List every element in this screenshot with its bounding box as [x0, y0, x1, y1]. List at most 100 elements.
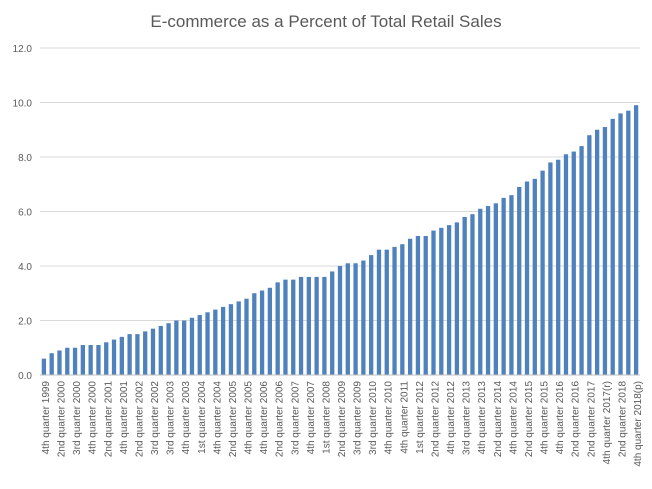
bar	[446, 225, 452, 376]
bar	[485, 206, 491, 375]
bar	[587, 135, 592, 375]
bar	[252, 293, 257, 375]
bar	[80, 345, 85, 375]
bar	[524, 181, 530, 375]
y-tick-label: 0.0	[18, 371, 32, 382]
bar	[610, 118, 615, 375]
bar	[392, 246, 397, 375]
x-tick-label: 2nd quarter 2009	[337, 381, 348, 458]
x-tick-label: 4th quarter 2016	[555, 381, 566, 455]
x-tick-label: 4th quarter 2013	[477, 381, 488, 455]
x-tick-label: 4th quarter 2005	[244, 381, 255, 455]
bar	[540, 170, 545, 376]
x-tick-label: 3rd quarter 2007	[290, 381, 301, 455]
x-tick-label: 2nd quarter 2016	[571, 381, 582, 458]
bar	[57, 350, 62, 375]
bar	[298, 276, 304, 375]
x-tick-label: 2nd quarter 2001	[103, 381, 114, 458]
bar	[556, 159, 561, 375]
bar	[197, 315, 202, 375]
x-tick-label: 2nd quarter 2012	[430, 381, 441, 458]
bar	[283, 279, 288, 376]
x-tick-label: 4th quarter 2012	[446, 381, 457, 455]
x-tick-label: 3rd quarter 2003	[166, 381, 177, 455]
bar	[244, 298, 249, 375]
chart-title: E-commerce as a Percent of Total Retail …	[150, 12, 501, 31]
bar	[236, 301, 241, 375]
bar	[220, 306, 226, 376]
bars	[41, 105, 639, 376]
bar	[111, 339, 117, 375]
bar	[423, 236, 428, 375]
x-tick-label: 3rd quarter 2009	[353, 381, 364, 455]
bar	[143, 331, 148, 375]
x-tick-label: 3rd quarter 2010	[368, 381, 379, 455]
bar	[345, 263, 350, 375]
bar	[509, 195, 514, 375]
x-tick-label: 4th quarter 2000	[88, 381, 99, 455]
bar	[478, 208, 483, 375]
x-tick-label: 4th quarter 1999	[41, 381, 52, 455]
bar	[158, 325, 163, 375]
bar	[439, 227, 444, 375]
bar	[454, 222, 460, 375]
bar	[127, 334, 132, 376]
bar	[104, 342, 109, 375]
bar	[291, 279, 296, 376]
x-tick-label: 2nd quarter 2018	[617, 381, 628, 458]
bar	[431, 230, 436, 375]
gridlines	[40, 47, 640, 321]
bar	[548, 162, 553, 375]
x-tick-label: 4th quarter 2017(r)	[602, 381, 613, 464]
y-tick-label: 8.0	[18, 153, 32, 164]
x-tick-label: 4th quarter 2007	[306, 381, 317, 455]
bar	[314, 276, 319, 375]
x-tick-label: 2nd quarter 2002	[134, 381, 145, 458]
bar	[96, 345, 101, 375]
x-tick-label: 4th quarter 2004	[212, 381, 223, 455]
bar	[571, 151, 576, 375]
x-tick-label: 3rd quarter 2013	[462, 381, 473, 455]
bar	[49, 353, 54, 375]
x-tick-label: 1st quarter 2012	[415, 381, 426, 454]
bar	[119, 336, 124, 375]
bar	[361, 260, 366, 375]
bar	[267, 287, 273, 375]
bar	[353, 263, 358, 375]
bar	[369, 255, 374, 375]
bar	[517, 186, 522, 375]
bar	[602, 127, 608, 375]
bar	[407, 238, 413, 375]
x-tick-label: 4th quarter 2018(p)	[633, 381, 644, 467]
x-tick-label: 4th quarter 2001	[119, 381, 130, 455]
x-tick-label: 2nd quarter 2015	[524, 381, 535, 458]
y-tick-label: 10.0	[13, 99, 33, 110]
y-axis-ticks: 0.0 2.0 4.0 6.0 8.0 10.0 12.0	[13, 44, 33, 382]
y-tick-label: 4.0	[18, 262, 32, 273]
x-tick-label: 3rd quarter 2000	[72, 381, 83, 455]
x-tick-label: 1st quarter 2004	[197, 381, 208, 454]
bar	[322, 276, 327, 375]
x-tick-label: 4th quarter 2014	[508, 381, 519, 455]
bar	[213, 309, 218, 375]
bar	[470, 214, 475, 375]
bar	[182, 320, 187, 375]
bar	[306, 276, 311, 375]
x-tick-label: 2nd quarter 2014	[493, 381, 504, 458]
bar	[135, 334, 140, 376]
bar	[579, 146, 584, 375]
bar	[150, 328, 156, 375]
x-tick-label: 4th quarter 2006	[259, 381, 270, 455]
bar	[330, 271, 335, 375]
x-tick-label: 2nd quarter 2000	[57, 381, 68, 458]
x-tick-label: 4th quarter 2003	[181, 381, 192, 455]
bar	[275, 282, 280, 375]
x-tick-label: 2nd quarter 2017	[586, 381, 597, 458]
y-tick-label: 6.0	[18, 208, 32, 219]
bar	[337, 266, 343, 375]
bar	[384, 249, 389, 375]
bar	[65, 347, 70, 375]
bar	[532, 178, 537, 375]
bar	[166, 323, 171, 375]
